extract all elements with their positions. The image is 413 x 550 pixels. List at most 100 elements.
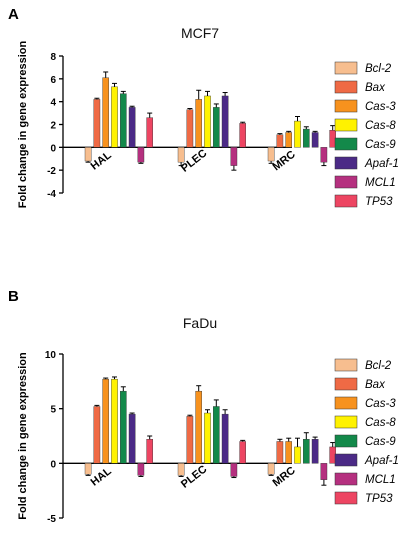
bar-mcl1-mrc [320,463,328,480]
bar-mcl1-plec [230,463,238,477]
legend-swatch [334,434,358,448]
fadu-chart: FaDu Fold change in gene expression -5 0 5 10… [17,315,399,525]
legend-swatch [334,472,358,486]
chart-title: FaDu [183,315,217,331]
bar-cas-3-mrc [285,132,293,148]
legend-swatch [334,377,358,391]
legend-label: Cas-3 [365,101,396,113]
y-tick-label: 0 [50,459,56,470]
panel-letter-a: A [8,6,19,23]
bar-bax-hal [93,406,101,464]
legend-label: TP53 [365,196,393,208]
legend-label: MCL1 [365,474,396,486]
y-tick-label: -5 [47,514,56,525]
bar-apaf-1-mrc [311,439,319,464]
legend-label: Cas-8 [365,120,396,132]
legend-swatch [334,118,358,132]
mcf7-chart: MCF7 Fold change in gene expression -4 -2 0 2… [17,25,399,208]
y-tick-label: 4 [50,98,56,109]
bar-bcl-2-plec [177,147,185,163]
legend-label: MCL1 [365,177,396,189]
x-category-label: MRC [271,464,298,489]
legend-swatch [334,194,358,208]
bar-apaf-1-plec [221,413,229,464]
legend-label: Apaf-1 [364,455,399,467]
y-tick-label: 8 [50,52,56,63]
x-category-label: MRC [271,148,298,173]
bar-cas-9-mrc [303,128,310,148]
y-tick-label: 0 [50,143,56,154]
bar-mcl1-plec [230,147,238,166]
bar-bax-plec [186,109,194,148]
bar-bcl-2-plec [177,463,185,476]
bar-tp53-hal [146,439,154,464]
legend-swatch [334,453,358,467]
legend-swatch [334,137,358,151]
x-category-label: HAL [89,465,114,489]
y-axis-label: Fold change in gene expression [17,352,29,520]
legend-swatch [334,61,358,75]
bar-cas-8-plec [204,412,211,464]
bar-bax-hal [93,99,101,148]
legend-label: Cas-3 [365,398,396,410]
bar-apaf-1-hal [128,107,136,148]
legend-swatch [334,99,358,113]
legend-swatch [334,156,358,170]
legend-label: Bcl-2 [365,360,392,372]
legend-swatch [334,175,358,189]
legend-label: Cas-9 [365,139,396,151]
y-tick-label: 2 [50,121,56,132]
legend-label: Cas-8 [365,417,396,429]
legend-label: Bax [365,379,386,391]
legend-label: Apaf-1 [364,158,399,170]
legend-swatch [334,396,358,410]
bar-cas-3-hal [102,77,109,148]
bar-cas-3-hal [102,378,109,464]
y-tick-label: 5 [50,405,56,416]
legend-label: Bcl-2 [365,63,392,75]
bar-cas-3-plec [195,99,203,148]
bar-cas-8-hal [111,86,118,148]
y-tick-label: 6 [50,75,56,86]
legend-swatch [334,415,358,429]
bar-cas-9-plec [212,107,220,148]
bar-mcl1-mrc [320,147,328,163]
bar-cas-9-hal [119,390,127,464]
bar-apaf-1-hal [128,413,136,464]
bar-tp53-plec [239,441,247,464]
chart-title: MCF7 [181,25,219,41]
bar-tp53-plec [239,123,247,148]
x-category-label: HAL [89,149,114,173]
bar-cas-8-mrc [294,120,301,148]
bar-cas-8-plec [204,95,211,148]
legend-swatch [334,358,358,372]
bar-cas-3-mrc [285,441,293,464]
legend-swatch [334,491,358,505]
y-tick-label: 10 [45,350,57,361]
legend-label: Bax [365,82,386,94]
legend-swatch [334,80,358,94]
legend-label: TP53 [365,493,393,505]
panel-letter-b: B [8,288,19,305]
y-axis-label: Fold change in gene expression [17,40,29,208]
bar-cas-8-hal [111,378,118,464]
bar-bcl-2-mrc [267,147,275,162]
y-tick-label: -4 [47,189,56,200]
bar-tp53-hal [146,117,154,148]
bar-bcl-2-mrc [267,463,275,475]
bar-cas-9-mrc [303,439,310,464]
bar-mcl1-hal [137,463,145,476]
bar-cas-3-plec [195,390,203,464]
bar-bax-mrc [276,441,284,464]
bar-bax-plec [186,416,194,464]
bar-mcl1-hal [137,147,145,163]
y-tick-label: -2 [47,166,56,177]
bar-cas-9-hal [119,93,127,148]
bar-cas-8-mrc [294,446,301,464]
bar-apaf-1-plec [221,95,229,148]
bar-bcl-2-hal [84,147,92,162]
bar-apaf-1-mrc [311,132,319,148]
bar-bcl-2-hal [84,463,92,475]
legend-label: Cas-9 [365,436,396,448]
bar-bax-mrc [276,134,284,148]
